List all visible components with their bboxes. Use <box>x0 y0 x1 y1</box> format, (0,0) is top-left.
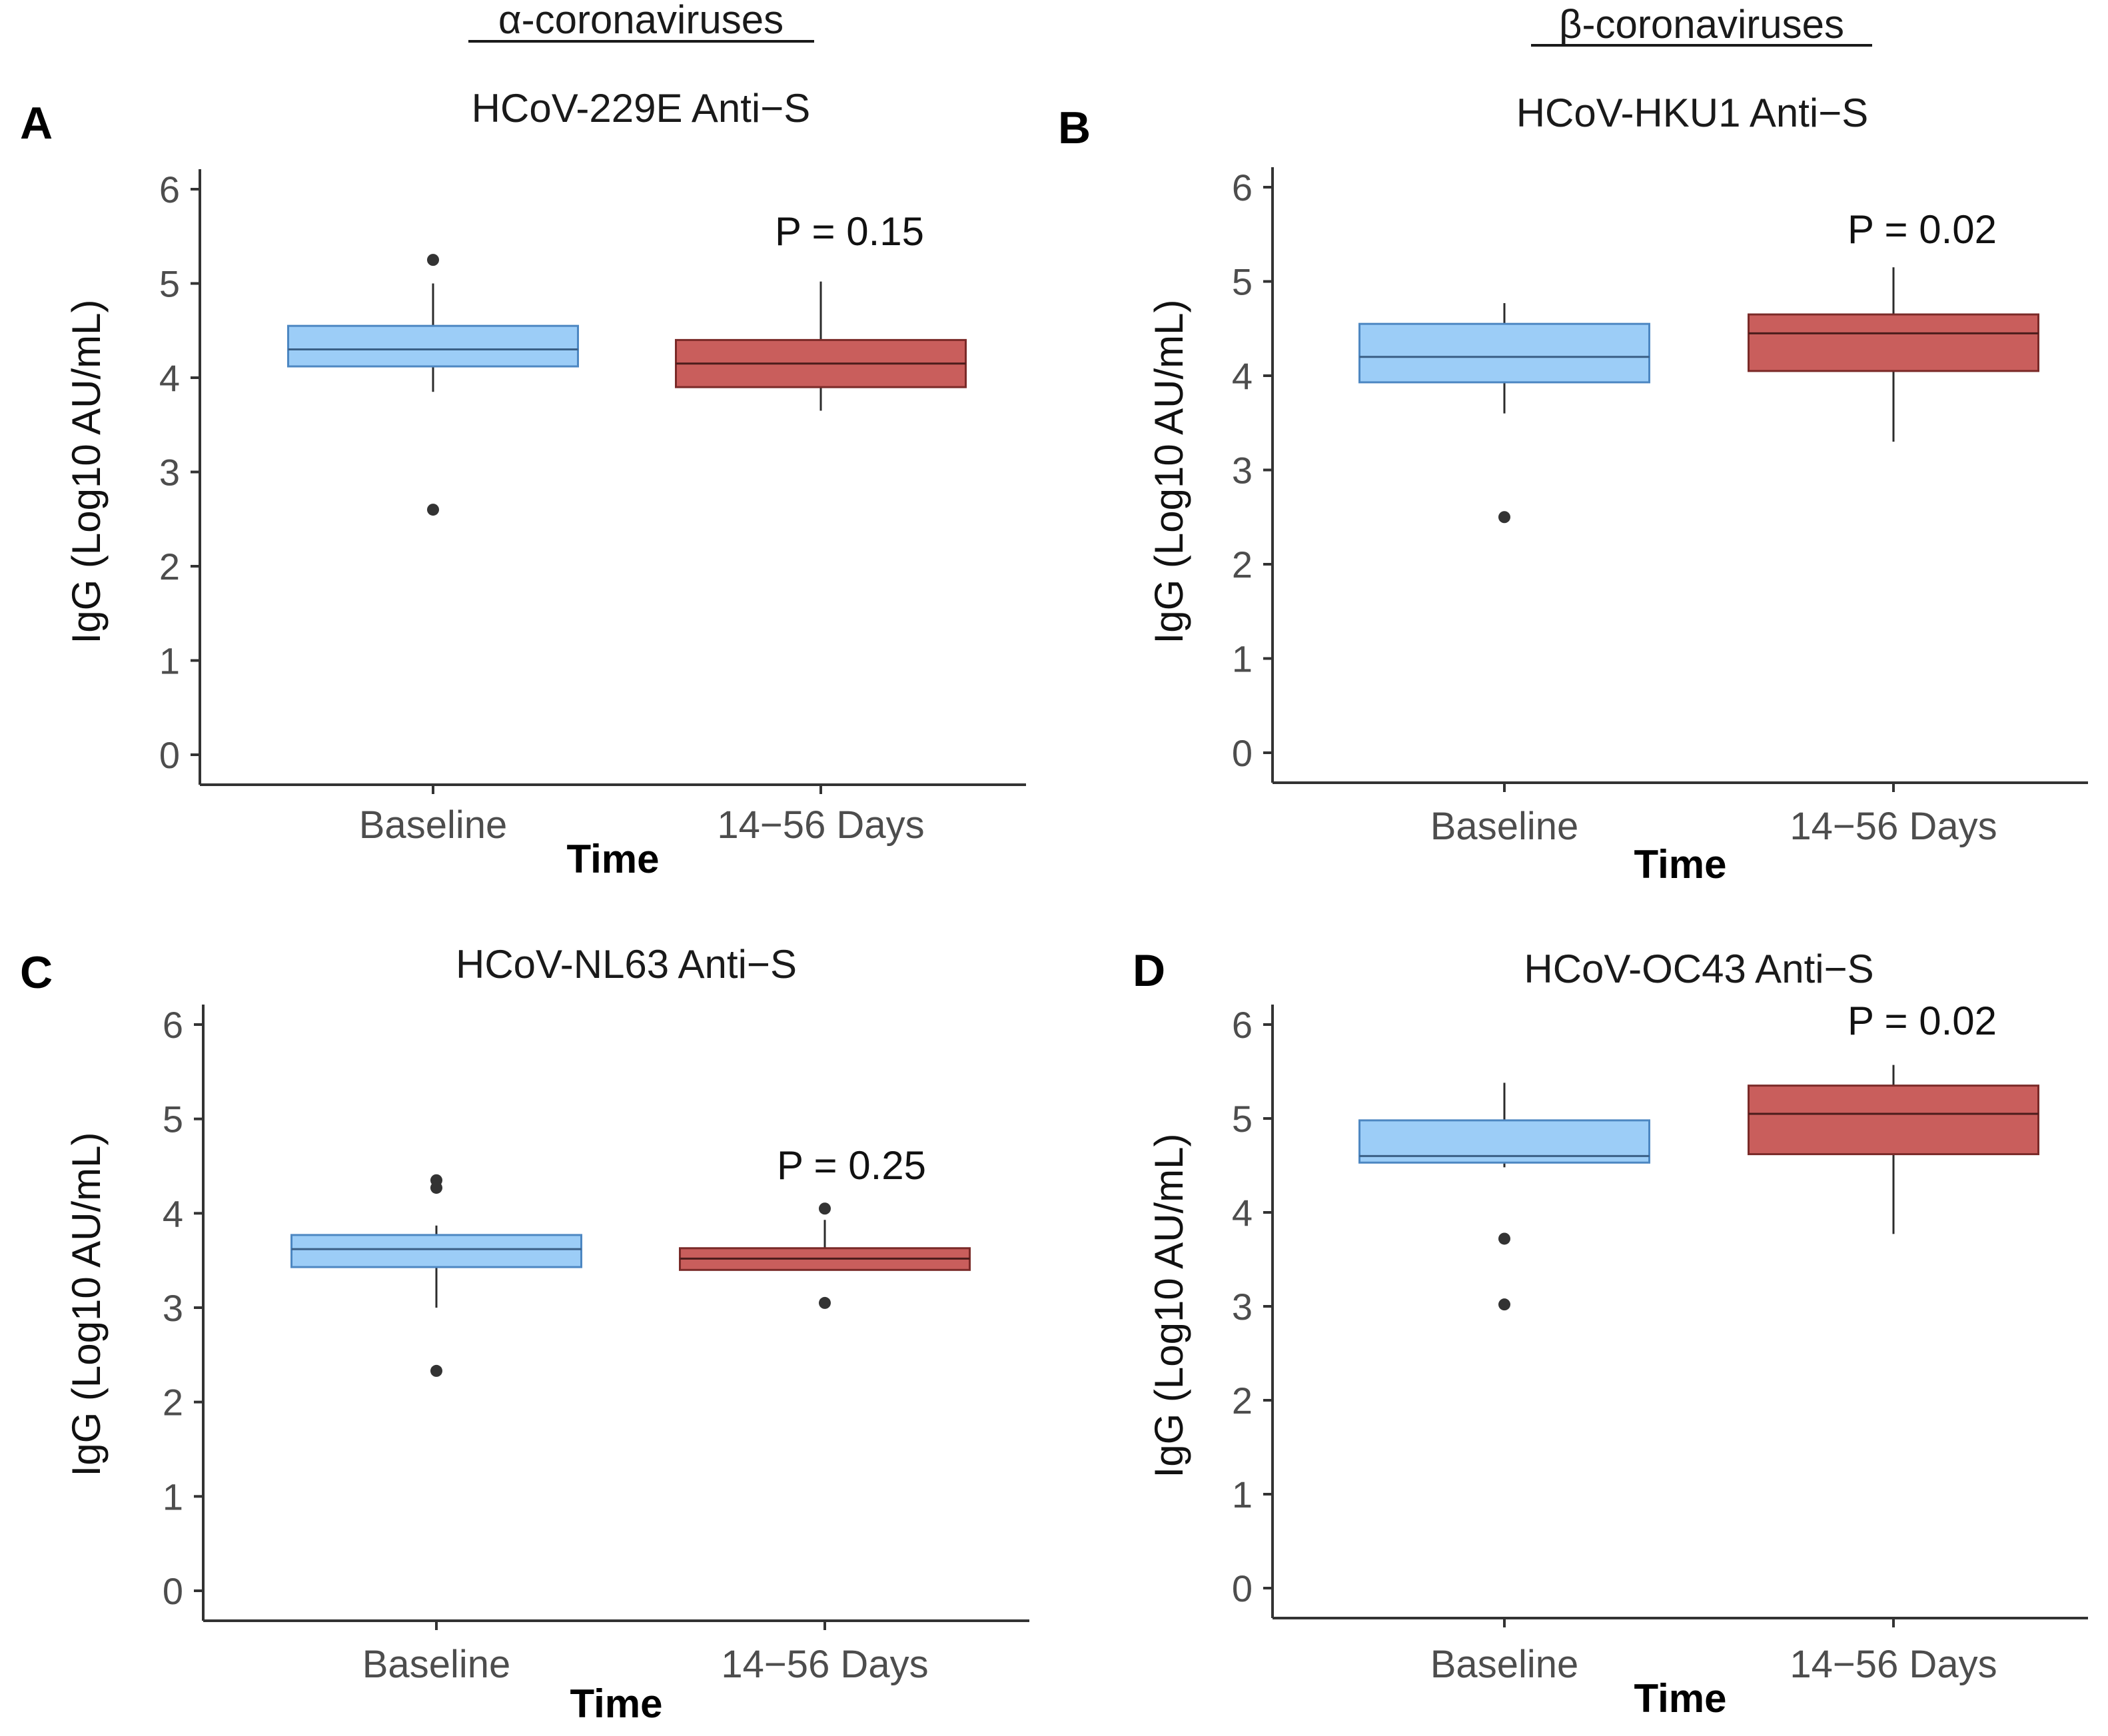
x-tick-label: 14−56 Days <box>1790 805 1997 848</box>
y-tick-label: 5 <box>163 1098 183 1140</box>
p-value-label: P = 0.02 <box>1847 207 1997 252</box>
x-tick-label: Baseline <box>1430 805 1578 848</box>
p-value-label: P = 0.15 <box>775 209 924 254</box>
x-tick-label: Baseline <box>362 1643 510 1686</box>
panel-letter: A <box>20 98 53 149</box>
box-baseline <box>1358 1083 1650 1311</box>
x-tick-label: Baseline <box>359 803 507 847</box>
p-value-label: P = 0.25 <box>777 1143 926 1188</box>
y-tick-label: 3 <box>1232 450 1253 492</box>
box-iqr <box>290 1234 582 1268</box>
box-baseline <box>1358 303 1650 524</box>
y-axis-label: IgG (Log10 AU/mL) <box>64 300 109 644</box>
x-axis-label: Time <box>1634 842 1727 887</box>
outlier-point <box>819 1296 831 1309</box>
y-tick-label: 4 <box>1232 355 1253 397</box>
outlier-point <box>1498 1232 1510 1245</box>
y-tick-label: 0 <box>1232 1567 1253 1609</box>
panel-title: HCoV-NL63 Anti−S <box>456 942 797 987</box>
y-tick-label: 3 <box>1232 1286 1253 1328</box>
panel-a: A HCoV-229E Anti−S 0 1 2 3 4 5 6 IgG (Log10 AU/mL… <box>20 86 1026 881</box>
y-tick-label: 5 <box>1232 261 1253 303</box>
y-tick-label: 5 <box>159 263 180 305</box>
box-baseline <box>287 254 579 516</box>
box-followup <box>679 1202 971 1309</box>
outlier-point <box>430 1364 442 1377</box>
y-tick-label: 0 <box>1232 732 1253 774</box>
box-iqr <box>1358 322 1650 384</box>
y-tick-label: 3 <box>163 1287 183 1329</box>
y-tick-label: 2 <box>1232 1380 1253 1422</box>
outlier-point <box>427 254 439 266</box>
y-tick-label: 4 <box>1232 1192 1253 1234</box>
box-iqr <box>1748 313 2039 372</box>
box-followup <box>675 281 967 411</box>
y-tick-label: 2 <box>1232 544 1253 586</box>
y-tick-label: 4 <box>163 1192 183 1234</box>
outlier-point <box>1498 511 1510 524</box>
x-axis-label: Time <box>570 1681 663 1726</box>
outlier-point <box>819 1202 831 1215</box>
outlier-point <box>1498 1298 1510 1311</box>
panel-c: C HCoV-NL63 Anti−S 0 1 2 3 4 5 6 IgG (Log10 AU/mL… <box>20 942 1029 1726</box>
outlier-point <box>430 1182 442 1194</box>
y-tick-label: 6 <box>163 1004 183 1046</box>
panel-letter: D <box>1133 945 1165 996</box>
x-tick-label: 14−56 Days <box>721 1643 928 1686</box>
box-followup <box>1748 1065 2039 1234</box>
panel-d: D HCoV-OC43 Anti−S 0 1 2 3 4 5 6 IgG (Log10 AU/mL… <box>1133 945 2088 1721</box>
y-axis-label: IgG (Log10 AU/mL) <box>1147 300 1191 644</box>
y-tick-label: 6 <box>1232 1004 1253 1046</box>
group-header-alpha: α-coronaviruses <box>498 0 784 42</box>
panel-b: B HCoV-HKU1 Anti−S 0 1 2 3 4 5 6 IgG (Log10 AU/mL… <box>1058 91 2088 887</box>
box-iqr <box>287 324 579 368</box>
x-axis-label: Time <box>567 837 660 881</box>
y-tick-label: 0 <box>159 734 180 776</box>
x-tick-label: 14−56 Days <box>717 803 924 847</box>
x-tick-label: Baseline <box>1430 1643 1578 1686</box>
y-tick-label: 1 <box>163 1476 183 1518</box>
y-axis-label: IgG (Log10 AU/mL) <box>1147 1134 1191 1478</box>
panel-title: HCoV-229E Anti−S <box>472 86 811 131</box>
y-tick-label: 4 <box>159 357 180 399</box>
outlier-point <box>427 504 439 516</box>
y-tick-label: 0 <box>163 1570 183 1612</box>
y-tick-label: 2 <box>159 546 180 588</box>
x-axis-label: Time <box>1634 1676 1727 1721</box>
p-value-label: P = 0.02 <box>1847 999 1997 1043</box>
panel-letter: B <box>1058 103 1091 153</box>
y-tick-label: 1 <box>159 640 180 682</box>
y-tick-label: 6 <box>159 169 180 211</box>
y-tick-label: 5 <box>1232 1098 1253 1140</box>
box-iqr <box>1748 1085 2039 1156</box>
y-tick-label: 1 <box>1232 638 1253 680</box>
panel-letter: C <box>20 947 53 998</box>
panel-title: HCoV-HKU1 Anti−S <box>1516 91 1869 135</box>
y-tick-label: 6 <box>1232 167 1253 209</box>
y-tick-label: 1 <box>1232 1474 1253 1516</box>
panel-title: HCoV-OC43 Anti−S <box>1524 947 1873 991</box>
y-axis-label: IgG (Log10 AU/mL) <box>64 1132 109 1477</box>
y-tick-label: 2 <box>163 1382 183 1424</box>
box-followup <box>1748 267 2039 442</box>
box-baseline <box>290 1174 582 1377</box>
y-tick-label: 3 <box>159 452 180 494</box>
group-header-beta: β-coronaviruses <box>1559 2 1844 47</box>
x-tick-label: 14−56 Days <box>1790 1643 1997 1686</box>
